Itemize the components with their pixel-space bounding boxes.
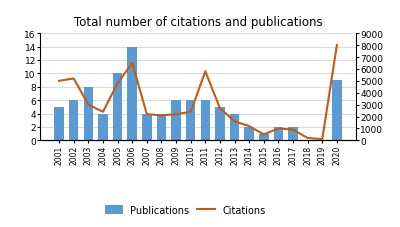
Bar — [171, 101, 181, 141]
Bar — [215, 107, 225, 141]
Bar — [69, 101, 78, 141]
Bar — [230, 114, 239, 141]
Bar — [157, 114, 166, 141]
Bar — [186, 101, 196, 141]
Bar — [128, 47, 137, 141]
Bar — [142, 114, 152, 141]
Bar — [332, 81, 342, 141]
Bar — [244, 127, 254, 141]
Bar — [259, 134, 268, 141]
Bar — [200, 101, 210, 141]
Bar — [98, 114, 108, 141]
Bar — [274, 127, 283, 141]
Title: Total number of citations and publications: Total number of citations and publicatio… — [74, 16, 322, 29]
Bar — [54, 107, 64, 141]
Bar — [288, 127, 298, 141]
Legend: Publications, Citations: Publications, Citations — [101, 201, 270, 219]
Bar — [113, 74, 122, 141]
Bar — [84, 87, 93, 141]
